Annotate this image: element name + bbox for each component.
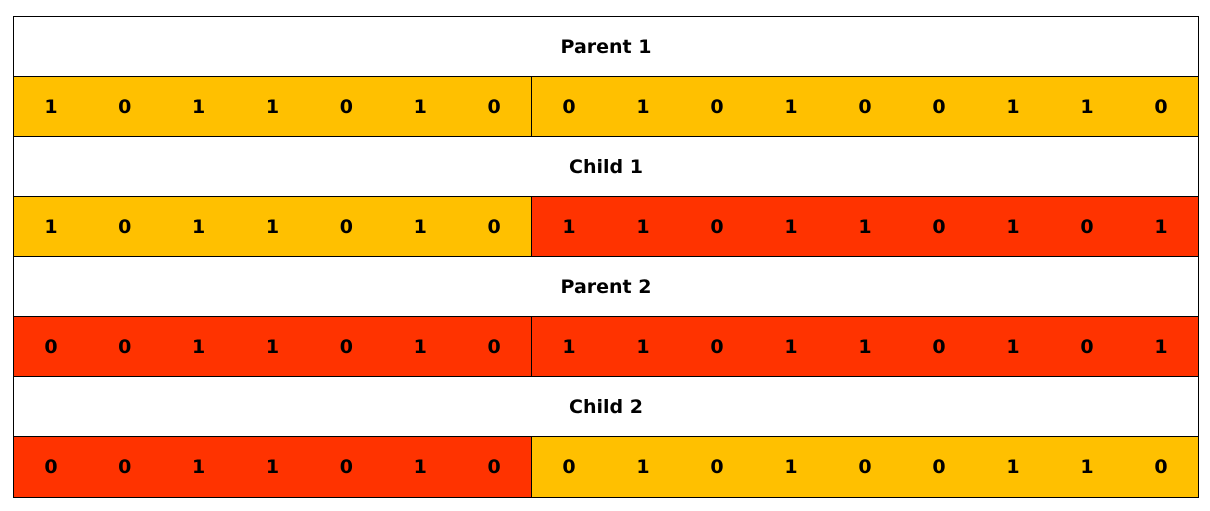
- bit-cell: 1: [1006, 215, 1020, 238]
- row-label: Parent 1: [14, 17, 1198, 77]
- segment-tail: 1 1 0 1 1 0 1 0 1: [532, 317, 1198, 376]
- bit-cell: 1: [784, 335, 798, 358]
- bit-cell: 1: [265, 456, 280, 478]
- segment-head: 0 0 1 1 0 1 0: [14, 437, 532, 497]
- bit-cell: 0: [44, 335, 58, 358]
- bit-cell: 0: [710, 95, 724, 118]
- bit-cell: 1: [44, 95, 58, 118]
- bit-cell: 0: [487, 335, 501, 358]
- segment-head: 1 0 1 1 0 1 0: [14, 77, 532, 136]
- bit-cell: 1: [265, 215, 280, 238]
- bit-cell: 0: [932, 456, 946, 478]
- chromosome-parent-2: Parent 2 0 0 1 1 0 1 0 1 1 0 1 1 0 1 0 1: [14, 257, 1198, 377]
- bit-cell: 0: [44, 456, 58, 478]
- bit-cell: 0: [487, 215, 501, 238]
- bit-cell: 0: [487, 95, 501, 118]
- bit-cell: 1: [192, 215, 206, 238]
- bit-cell: 1: [1006, 456, 1020, 478]
- bit-cell: 0: [710, 456, 724, 478]
- bit-cell: 1: [784, 95, 798, 118]
- bit-cell: 1: [636, 215, 650, 238]
- row-label: Child 2: [14, 377, 1198, 437]
- bit-cell: 0: [932, 95, 946, 118]
- bit-cell: 0: [1080, 215, 1094, 238]
- bit-cell: 0: [339, 456, 353, 478]
- bit-cell: 0: [1080, 335, 1094, 358]
- bit-cell: 1: [562, 215, 576, 238]
- bit-string: 0 0 1 1 0 1 0 1 1 0 1 1 0 1 0 1: [14, 317, 1198, 377]
- bit-cell: 0: [118, 335, 132, 358]
- chromosome-parent-1: Parent 1 1 0 1 1 0 1 0 0 1 0 1 0 0 1 1 0: [14, 17, 1198, 137]
- bit-cell: 0: [858, 456, 872, 478]
- bit-cell: 1: [413, 95, 427, 118]
- bit-cell: 0: [710, 335, 724, 358]
- bit-cell: 1: [1006, 335, 1020, 358]
- bit-cell: 1: [1006, 95, 1020, 118]
- bit-cell: 1: [1154, 335, 1168, 358]
- segment-head: 0 0 1 1 0 1 0: [14, 317, 532, 376]
- bit-cell: 0: [118, 215, 132, 238]
- row-label: Parent 2: [14, 257, 1198, 317]
- segment-tail: 1 1 0 1 1 0 1 0 1: [532, 197, 1198, 256]
- bit-cell: 1: [1080, 95, 1094, 118]
- bit-string: 0 0 1 1 0 1 0 0 1 0 1 0 0 1 1 0: [14, 437, 1198, 497]
- segment-tail: 0 1 0 1 0 0 1 1 0: [532, 437, 1198, 497]
- bit-cell: 0: [487, 456, 501, 478]
- segment-tail: 0 1 0 1 0 0 1 1 0: [532, 77, 1198, 136]
- bit-cell: 0: [858, 95, 872, 118]
- bit-cell: 1: [858, 215, 872, 238]
- bit-cell: 1: [413, 456, 427, 478]
- bit-cell: 0: [118, 456, 132, 478]
- bit-cell: 0: [710, 215, 724, 238]
- bit-cell: 1: [562, 335, 576, 358]
- bit-cell: 1: [192, 456, 206, 478]
- bit-cell: 1: [44, 215, 58, 238]
- bit-cell: 0: [339, 335, 353, 358]
- bit-cell: 1: [265, 95, 280, 118]
- bit-cell: 1: [636, 335, 650, 358]
- bit-cell: 0: [339, 95, 353, 118]
- bit-cell: 1: [265, 335, 280, 358]
- segment-head: 1 0 1 1 0 1 0: [14, 197, 532, 256]
- chromosome-child-2: Child 2 0 0 1 1 0 1 0 0 1 0 1 0 0 1 1 0: [14, 377, 1198, 497]
- bit-cell: 1: [784, 215, 798, 238]
- chromosome-child-1: Child 1 1 0 1 1 0 1 0 1 1 0 1 1 0 1 0 1: [14, 137, 1198, 257]
- bit-cell: 0: [118, 95, 132, 118]
- bit-cell: 0: [562, 95, 576, 118]
- bit-cell: 1: [192, 335, 206, 358]
- bit-cell: 0: [1154, 95, 1168, 118]
- bit-cell: 0: [562, 456, 576, 478]
- bit-cell: 1: [1080, 456, 1094, 478]
- bit-cell: 0: [932, 335, 946, 358]
- bit-cell: 0: [1154, 456, 1168, 478]
- bit-string: 1 0 1 1 0 1 0 0 1 0 1 0 0 1 1 0: [14, 77, 1198, 137]
- bit-cell: 1: [636, 95, 650, 118]
- bit-cell: 1: [1154, 215, 1168, 238]
- bit-cell: 1: [636, 456, 650, 478]
- bit-cell: 1: [858, 335, 872, 358]
- bit-cell: 1: [784, 456, 798, 478]
- bit-string: 1 0 1 1 0 1 0 1 1 0 1 1 0 1 0 1: [14, 197, 1198, 257]
- bit-cell: 1: [413, 215, 427, 238]
- bit-cell: 0: [932, 215, 946, 238]
- bit-cell: 1: [413, 335, 427, 358]
- bit-cell: 0: [339, 215, 353, 238]
- row-label: Child 1: [14, 137, 1198, 197]
- bit-cell: 1: [192, 95, 206, 118]
